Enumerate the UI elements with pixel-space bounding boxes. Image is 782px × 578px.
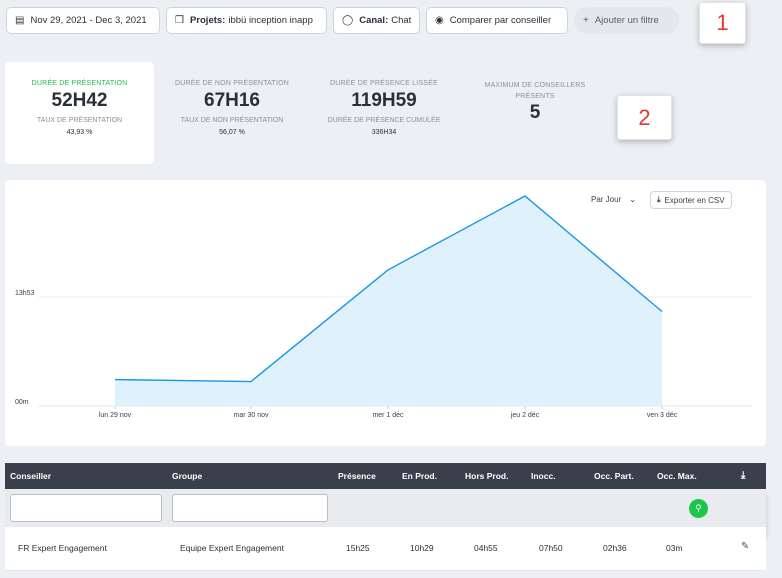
kpi-label: DURÉE DE NON PRÉSENTATION (174, 80, 290, 87)
eye-icon: ◉ (435, 15, 444, 26)
kpi-value: 5 (529, 102, 541, 123)
project-filter-value: ibbü inception inapp (228, 15, 313, 26)
series-line (114, 195, 663, 383)
callout-2: 2 (617, 95, 672, 140)
kpi-max-advisors[interactable]: MAXIMUM DE CONSEILLERS PRÉSENTS 5 (470, 80, 600, 124)
y-tick-label: 00m (15, 399, 29, 406)
compare-button[interactable]: ◉ Comparer par conseiller (426, 7, 568, 34)
date-range-button[interactable]: ▤ Nov 29, 2021 - Dec 3, 2021 (6, 7, 160, 34)
y-tick-label: 13h53 (15, 290, 35, 297)
advisor-filter-input[interactable] (10, 494, 162, 522)
col-header-advisor[interactable]: Conseiller (10, 471, 52, 481)
x-tick-label: mer 1 déc (372, 412, 404, 419)
kpi-card-selected[interactable] (5, 62, 154, 164)
col-header-partial-occ[interactable]: Occ. Part. (594, 471, 634, 481)
cell-idle: 07h50 (539, 543, 563, 553)
x-tick-label: mar 30 nov (233, 412, 269, 419)
kpi-value: 52H42 (51, 90, 108, 111)
table-row[interactable]: FR Expert Engagement Equipe Expert Engag… (5, 527, 766, 571)
kpi-label: DURÉE DE PRÉSENCE LISSÉE (330, 80, 438, 87)
filter-bar: ▤ Nov 29, 2021 - Dec 3, 2021 ❒ Projets: … (0, 0, 782, 42)
kpi-presentation: DURÉE DE PRÉSENTATION 52H42 TAUX DE PRÉS… (5, 80, 154, 136)
kpi-label: DURÉE DE PRÉSENTATION (31, 80, 128, 87)
export-csv-label: Exporter en CSV (664, 195, 725, 205)
calendar-icon: ▤ (15, 15, 25, 26)
kpi-value: 119H59 (351, 90, 417, 111)
col-header-max-occ[interactable]: Occ. Max. (657, 471, 697, 481)
col-header-out-prod[interactable]: Hors Prod. (465, 471, 509, 481)
table-filter-row: ⚲ (5, 489, 766, 527)
plus-icon: + (583, 15, 589, 26)
cell-advisor: FR Expert Engagement (18, 543, 107, 553)
col-header-presence[interactable]: Présence (338, 471, 376, 481)
channel-filter-button[interactable]: ◯ Canal: Chat (333, 7, 420, 34)
add-filter-label: Ajouter un filtre (594, 15, 659, 26)
download-icon: ⤓ (657, 195, 661, 204)
folder-icon: ❒ (175, 15, 184, 26)
kpi-presence-smoothed[interactable]: DURÉE DE PRÉSENCE LISSÉE 119H59 DURÉE DE… (310, 80, 458, 136)
cell-presence: 15h25 (346, 543, 370, 553)
kpi-sub-value: 43,93 % (66, 129, 93, 136)
kpi-sub-value: 336H34 (371, 129, 397, 136)
cell-out-prod: 04h55 (474, 543, 498, 553)
export-csv-button[interactable]: ⤓ Exporter en CSV (650, 191, 732, 209)
edit-pencil-icon[interactable]: ✎ (741, 541, 750, 552)
kpi-sub-label: TAUX DE NON PRÉSENTATION (180, 117, 284, 124)
callout-1: 1 (699, 2, 746, 44)
channel-filter-value: Chat (391, 15, 412, 26)
kpi-sub-label: DURÉE DE PRÉSENCE CUMULÉE (327, 117, 441, 124)
x-tick-label: lun 29 nov (99, 412, 132, 419)
area-fill (115, 195, 662, 406)
granularity-label: Par Jour (591, 195, 622, 204)
kpi-label: MAXIMUM DE CONSEILLERS PRÉSENTS (484, 82, 586, 100)
chat-bubble-icon: ◯ (342, 15, 354, 26)
granularity-select[interactable]: Par Jour ⌄ (591, 195, 636, 204)
compare-label: Comparer par conseiller (449, 15, 552, 26)
date-range-label: Nov 29, 2021 - Dec 3, 2021 (30, 15, 147, 26)
add-filter-button[interactable]: + Ajouter un filtre (574, 7, 679, 34)
table-header: Conseiller Groupe Présence En Prod. Hors… (5, 463, 766, 489)
chevron-down-icon: ⌄ (629, 195, 636, 204)
search-button[interactable]: ⚲ (689, 499, 708, 518)
search-icon: ⚲ (695, 503, 702, 513)
kpi-non-presentation[interactable]: DURÉE DE NON PRÉSENTATION 67H16 TAUX DE … (158, 80, 306, 136)
cell-partial-occ: 02h36 (603, 543, 627, 553)
download-icon[interactable]: ⤓ (741, 470, 746, 481)
kpi-sub-label: TAUX DE PRÉSENTATION (36, 117, 123, 124)
kpi-value: 67H16 (204, 90, 260, 111)
cell-in-prod: 10h29 (410, 543, 434, 553)
project-filter-label: Projets: (189, 15, 226, 26)
project-filter-button[interactable]: ❒ Projets: ibbü inception inapp (166, 7, 327, 34)
col-header-in-prod[interactable]: En Prod. (402, 471, 437, 481)
col-header-group[interactable]: Groupe (172, 471, 203, 481)
channel-filter-label: Canal: (359, 15, 389, 26)
cell-group: Equipe Expert Engagement (180, 543, 284, 553)
group-filter-input[interactable] (172, 494, 328, 522)
x-tick-label: ven 3 déc (647, 412, 678, 419)
kpi-sub-value: 56,07 % (219, 129, 245, 136)
cell-max-occ: 03m (666, 543, 683, 553)
x-tick-label: jeu 2 déc (510, 412, 540, 419)
col-header-idle[interactable]: Inocc. (531, 471, 556, 481)
